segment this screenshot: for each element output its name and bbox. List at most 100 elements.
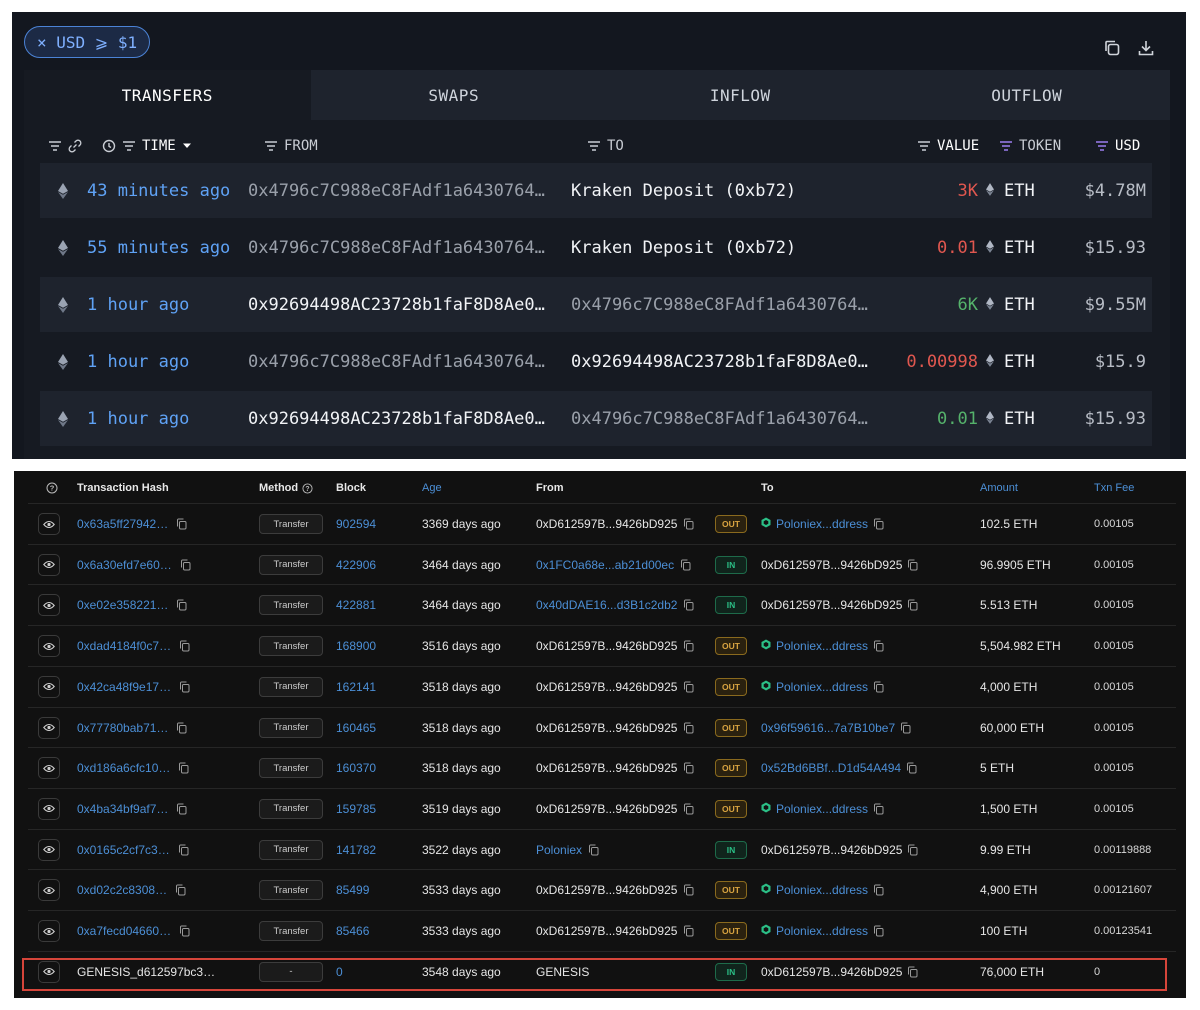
tab-swaps[interactable]: SWAPS <box>428 85 480 105</box>
download-icon[interactable] <box>1136 38 1156 58</box>
tx-hash-text[interactable]: 0x63a5ff27942… <box>77 517 169 531</box>
copy-icon[interactable] <box>906 762 918 774</box>
copy-icon[interactable] <box>175 884 187 896</box>
block-number[interactable]: 162141 <box>336 679 377 694</box>
transfer-time[interactable]: 1 hour ago <box>87 351 190 372</box>
preview-button[interactable] <box>38 870 60 910</box>
eye-icon[interactable] <box>38 879 60 902</box>
transfer-row[interactable]: 1 hour ago 0x92694498AC23728b1faF8D8Ae0… 0… <box>40 277 1152 332</box>
block-number[interactable]: 902594 <box>336 517 377 531</box>
tx-hash[interactable]: 0xa7fecd04660… <box>77 911 227 951</box>
block-number[interactable]: 168900 <box>336 639 377 654</box>
from-header[interactable]: FROM <box>264 136 318 156</box>
transfer-to[interactable]: 0x4796c7C988eC8FAdf1a6430764… <box>571 294 868 315</box>
transfer-time[interactable]: 43 minutes ago <box>87 180 231 201</box>
copy-icon[interactable] <box>176 599 188 611</box>
copy-icon[interactable] <box>1102 38 1122 58</box>
transfer-from[interactable]: 0x4796c7C988eC8FAdf1a6430764… <box>248 237 545 258</box>
copy-icon[interactable] <box>683 925 695 937</box>
copy-icon[interactable] <box>683 722 695 734</box>
tx-hash[interactable]: 0xdad4184f0c7… <box>77 626 227 666</box>
link-filter-header[interactable] <box>48 136 82 156</box>
tx-hash-text[interactable]: 0x0165c2cf7c3… <box>77 842 170 857</box>
eye-icon[interactable] <box>38 635 60 658</box>
copy-icon[interactable] <box>907 599 919 611</box>
from-address-text[interactable]: 0x1FC0a68e...ab21d00ec <box>536 557 675 572</box>
transfer-row[interactable]: 43 minutes ago 0x4796c7C988eC8FAdf1a64307… <box>40 163 1152 218</box>
fee-header[interactable]: Txn Fee <box>1094 482 1135 494</box>
tx-hash[interactable]: 0x77780bab71… <box>77 708 227 748</box>
tx-hash-text[interactable]: 0xe02e358221… <box>77 598 169 613</box>
to-address[interactable]: Poloniex...ddress <box>761 504 971 544</box>
block-number[interactable]: 159785 <box>336 801 377 816</box>
from-address[interactable]: 0x40dDAE16...d3B1c2db2 <box>536 585 716 625</box>
block-number[interactable]: 0 <box>336 964 343 979</box>
to-address[interactable]: Poloniex...ddress <box>761 789 971 829</box>
tab-inflow[interactable]: INFLOW <box>709 85 771 105</box>
copy-icon[interactable] <box>907 966 919 978</box>
eye-icon[interactable] <box>38 838 60 861</box>
to-address-text[interactable]: Poloniex...ddress <box>776 679 869 694</box>
transfer-to[interactable]: 0x4796c7C988eC8FAdf1a6430764… <box>571 408 868 429</box>
copy-icon[interactable] <box>873 640 885 652</box>
transfer-token[interactable]: ETH <box>986 391 1056 446</box>
copy-icon[interactable] <box>179 681 191 693</box>
copy-icon[interactable] <box>873 884 885 896</box>
copy-icon[interactable] <box>907 559 919 571</box>
to-header[interactable]: TO <box>587 136 624 156</box>
copy-icon[interactable] <box>179 640 191 652</box>
usd-header[interactable]: USD <box>1095 136 1140 156</box>
tx-hash-text[interactable]: 0xd02c2c8308… <box>77 883 168 898</box>
tx-hash-text[interactable]: GENESIS_d612597bc3… <box>77 964 216 979</box>
to-address[interactable]: 0x52Bd6BBf...D1d54A494 <box>761 748 971 788</box>
copy-icon[interactable] <box>907 844 919 856</box>
help-header[interactable]: ? <box>46 481 58 495</box>
transfer-to[interactable]: Kraken Deposit (0xb72) <box>571 180 797 201</box>
transfer-token[interactable]: ETH <box>986 220 1056 275</box>
block-number[interactable]: 85466 <box>336 924 370 938</box>
tx-hash[interactable]: 0x42ca48f9e17… <box>77 667 227 707</box>
transfer-row[interactable]: 55 minutes ago 0x4796c7C988eC8FAdf1a64307… <box>40 220 1152 275</box>
block-number[interactable]: 160370 <box>336 761 377 776</box>
from-address-text[interactable]: Poloniex <box>536 842 583 857</box>
tx-hash-text[interactable]: 0x42ca48f9e17… <box>77 679 172 694</box>
copy-icon[interactable] <box>180 559 192 571</box>
copy-icon[interactable] <box>683 599 695 611</box>
transfer-from[interactable]: 0x4796c7C988eC8FAdf1a6430764… <box>248 180 545 201</box>
tx-hash[interactable]: 0x4ba34bf9af7… <box>77 789 227 829</box>
preview-button[interactable] <box>38 585 60 625</box>
block-number[interactable]: 160465 <box>336 720 377 735</box>
tx-hash-text[interactable]: 0x6a30efd7e60… <box>77 557 172 572</box>
token-header[interactable]: TOKEN <box>999 136 1061 156</box>
preview-button[interactable] <box>38 830 60 870</box>
tab-outflow[interactable]: OUTFLOW <box>991 85 1063 105</box>
block-number[interactable]: 422881 <box>336 598 377 613</box>
to-address-text[interactable]: Poloniex...ddress <box>776 517 869 531</box>
to-address-text[interactable]: Poloniex...ddress <box>776 883 869 898</box>
usd-filter-chip[interactable]: × USD ⩾ $1 <box>24 26 151 58</box>
preview-button[interactable] <box>38 708 60 748</box>
transfer-token[interactable]: ETH <box>986 277 1056 332</box>
transfer-time[interactable]: 1 hour ago <box>87 294 190 315</box>
copy-icon[interactable] <box>873 681 885 693</box>
block-number[interactable]: 141782 <box>336 842 377 857</box>
transfer-from[interactable]: 0x4796c7C988eC8FAdf1a6430764… <box>248 351 545 372</box>
copy-icon[interactable] <box>900 722 912 734</box>
preview-button[interactable] <box>38 504 60 544</box>
preview-button[interactable] <box>38 667 60 707</box>
eye-icon[interactable] <box>38 553 60 576</box>
copy-icon[interactable] <box>683 803 695 815</box>
preview-button[interactable] <box>38 626 60 666</box>
copy-icon[interactable] <box>873 803 885 815</box>
time-header[interactable]: TIME <box>102 136 192 156</box>
copy-icon[interactable] <box>178 762 190 774</box>
copy-icon[interactable] <box>179 925 191 937</box>
to-address[interactable]: Poloniex...ddress <box>761 911 971 951</box>
copy-icon[interactable] <box>873 518 885 530</box>
eye-icon[interactable] <box>38 920 60 942</box>
block-number[interactable]: 422906 <box>336 557 377 572</box>
transfer-row[interactable]: 1 hour ago 0x92694498AC23728b1faF8D8Ae0… 0… <box>40 391 1152 446</box>
copy-icon[interactable] <box>683 640 695 652</box>
eye-icon[interactable] <box>38 716 60 739</box>
to-address-text[interactable]: Poloniex...ddress <box>776 924 869 938</box>
